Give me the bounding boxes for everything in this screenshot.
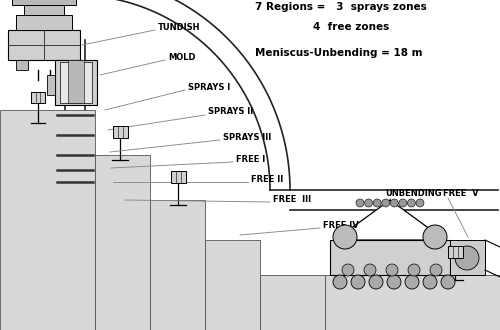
Bar: [60, 62, 92, 103]
Circle shape: [342, 264, 354, 276]
Circle shape: [390, 199, 398, 207]
Circle shape: [430, 264, 442, 276]
Text: UNBENDING: UNBENDING: [385, 189, 442, 199]
Circle shape: [386, 264, 398, 276]
Text: SPRAYS III: SPRAYS III: [223, 133, 271, 142]
Bar: [150, 200, 205, 330]
Text: FREE  III: FREE III: [273, 194, 311, 204]
Circle shape: [333, 275, 347, 289]
Bar: [260, 275, 325, 330]
Text: FREE  V: FREE V: [443, 189, 478, 199]
Text: Meniscus-Unbending = 18 m: Meniscus-Unbending = 18 m: [255, 48, 422, 58]
Circle shape: [399, 199, 407, 207]
Bar: [47, 75, 55, 95]
Text: 4  free zones: 4 free zones: [255, 22, 389, 32]
Bar: [205, 240, 260, 330]
Bar: [12, 0, 76, 5]
Text: TUNDISH: TUNDISH: [158, 22, 200, 31]
Bar: [16, 15, 72, 30]
Bar: [16, 60, 28, 70]
Text: FREE IV: FREE IV: [323, 220, 359, 229]
Circle shape: [364, 264, 376, 276]
Circle shape: [333, 225, 357, 249]
Bar: [330, 240, 450, 275]
Circle shape: [369, 275, 383, 289]
Bar: [0, 110, 95, 330]
Circle shape: [408, 264, 420, 276]
Circle shape: [351, 275, 365, 289]
Text: 7 Regions =   3  sprays zones: 7 Regions = 3 sprays zones: [255, 2, 427, 12]
Circle shape: [416, 199, 424, 207]
Bar: [450, 240, 485, 275]
Circle shape: [423, 275, 437, 289]
Bar: [24, 5, 64, 15]
Circle shape: [441, 275, 455, 289]
Text: FREE I: FREE I: [236, 154, 265, 163]
Bar: [8, 30, 80, 60]
Circle shape: [405, 275, 419, 289]
Circle shape: [364, 199, 372, 207]
Bar: [95, 155, 150, 330]
Circle shape: [408, 199, 416, 207]
Circle shape: [356, 199, 364, 207]
Bar: [68, 60, 84, 103]
Bar: [325, 275, 500, 330]
Circle shape: [387, 275, 401, 289]
Polygon shape: [335, 200, 445, 240]
Circle shape: [423, 225, 447, 249]
Bar: [448, 246, 462, 258]
Bar: [60, 60, 72, 70]
Text: MOLD: MOLD: [168, 52, 196, 61]
Circle shape: [373, 199, 381, 207]
Bar: [31, 92, 45, 103]
Text: FREE II: FREE II: [251, 175, 283, 183]
Text: SPRAYS I: SPRAYS I: [188, 82, 230, 91]
Bar: [170, 171, 186, 183]
Bar: [112, 126, 128, 138]
Text: SPRAYS II: SPRAYS II: [208, 108, 254, 116]
Bar: [55, 60, 97, 105]
Circle shape: [382, 199, 390, 207]
Circle shape: [455, 246, 479, 270]
